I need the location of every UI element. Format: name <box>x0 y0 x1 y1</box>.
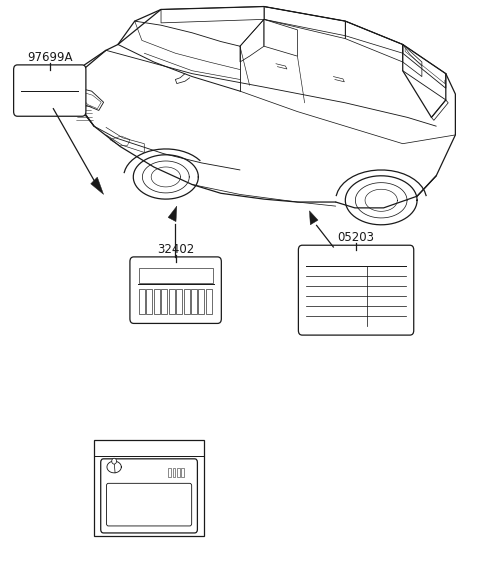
Text: 43795B: 43795B <box>126 447 172 460</box>
Text: 32402: 32402 <box>157 243 194 256</box>
FancyBboxPatch shape <box>130 257 221 324</box>
FancyBboxPatch shape <box>299 245 414 335</box>
Polygon shape <box>91 177 104 194</box>
Bar <box>168 468 171 477</box>
FancyBboxPatch shape <box>107 483 192 526</box>
FancyBboxPatch shape <box>101 459 197 533</box>
Bar <box>94 440 204 536</box>
Circle shape <box>112 458 117 464</box>
Bar <box>172 468 175 477</box>
Bar <box>181 468 184 477</box>
FancyBboxPatch shape <box>13 65 86 116</box>
Polygon shape <box>310 211 318 225</box>
Bar <box>177 468 180 477</box>
Polygon shape <box>168 206 177 222</box>
Text: 97699A: 97699A <box>27 51 72 64</box>
Text: 05203: 05203 <box>337 231 374 244</box>
